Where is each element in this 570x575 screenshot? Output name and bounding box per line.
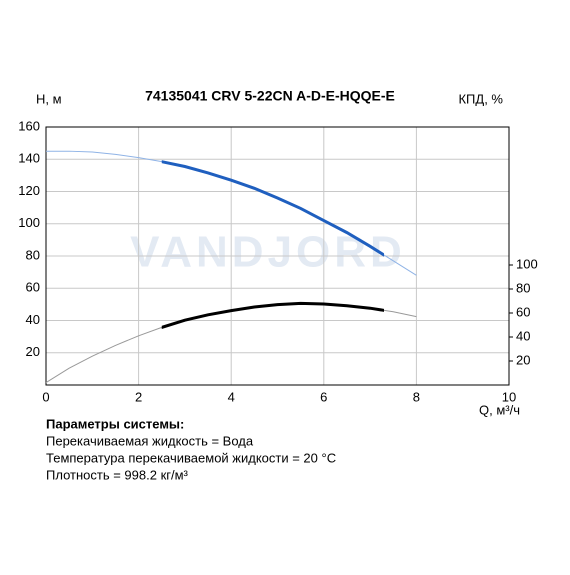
x-axis-label: Q, м³/ч: [479, 402, 520, 417]
notes-line: Перекачиваемая жидкость = Вода: [46, 433, 254, 448]
curve-operating: [161, 160, 384, 257]
notes-heading: Параметры системы:: [46, 416, 184, 431]
y2-tick-label: 80: [516, 280, 530, 295]
x-tick-label: 6: [320, 389, 327, 404]
y2-tick-label: 20: [516, 352, 530, 367]
watermark: VANDJORD: [130, 228, 406, 277]
plot-frame: [45, 126, 510, 386]
y-axis-label: H, м: [36, 91, 62, 106]
y-tick-label: 60: [26, 280, 40, 295]
notes-line: Плотность = 998.2 кг/м³: [46, 467, 189, 482]
curve-operating: [161, 301, 384, 329]
notes-line: Температура перекачиваемой жидкости = 20…: [46, 450, 336, 465]
y2-tick-label: 100: [516, 256, 538, 271]
y-tick-label: 160: [18, 118, 40, 133]
x-tick-label: 10: [502, 389, 516, 404]
y-tick-label: 100: [18, 215, 40, 230]
x-tick-label: 8: [413, 389, 420, 404]
y-tick-label: 80: [26, 247, 40, 262]
y2-axis-label: КПД, %: [458, 91, 503, 106]
y-tick-label: 20: [26, 344, 40, 359]
x-tick-label: 0: [42, 389, 49, 404]
y-tick-label: 140: [18, 151, 40, 166]
y-tick-label: 40: [26, 312, 40, 327]
x-tick-label: 4: [228, 389, 235, 404]
y-tick-label: 120: [18, 183, 40, 198]
y2-tick-label: 40: [516, 328, 530, 343]
x-tick-label: 2: [135, 389, 142, 404]
y2-tick-label: 60: [516, 304, 530, 319]
chart-title: 74135041 CRV 5-22CN A-D-E-HQQE-E: [145, 88, 395, 104]
